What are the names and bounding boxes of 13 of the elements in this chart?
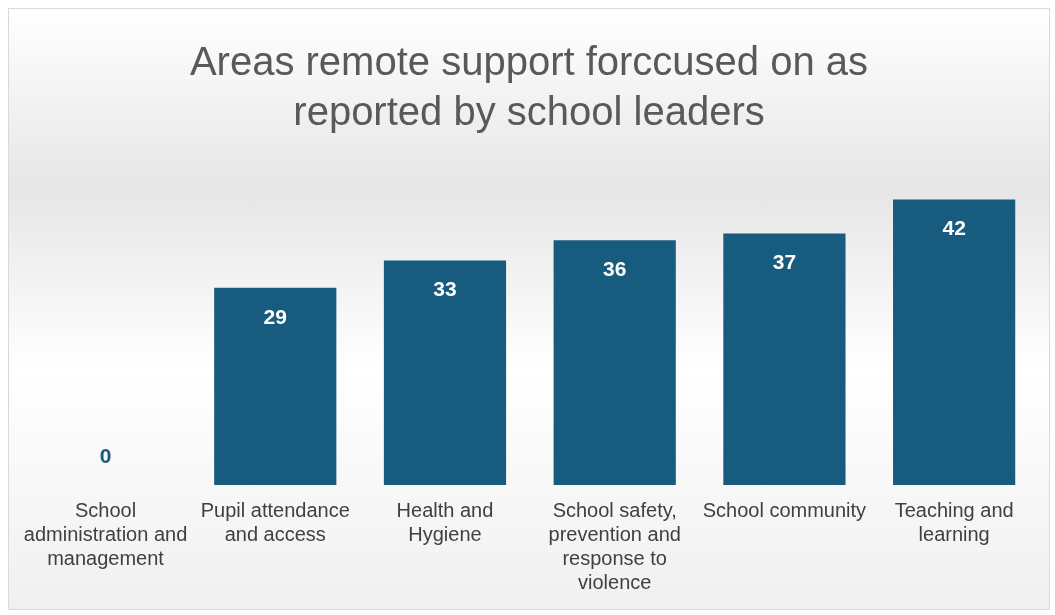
- x-tick-label: School safety, prevention and response to violence: [548, 498, 681, 593]
- data-label: 29: [263, 304, 287, 328]
- data-label: 33: [433, 277, 457, 301]
- data-label: 37: [772, 250, 797, 274]
- data-label: 36: [603, 257, 627, 280]
- x-tick-label: Health and Hygiene: [396, 498, 494, 545]
- data-label: 0: [99, 443, 112, 467]
- x-tick-label: Teaching and learning: [894, 498, 1014, 545]
- x-tick-label: School community: [702, 498, 867, 521]
- x-tick-label: School administration and management: [23, 498, 188, 569]
- x-tick-label: Pupil attendance and access: [200, 498, 350, 545]
- data-label: 42: [942, 216, 966, 240]
- chart-title: Areas remote support forccused on as reported by school leaders: [189, 39, 869, 134]
